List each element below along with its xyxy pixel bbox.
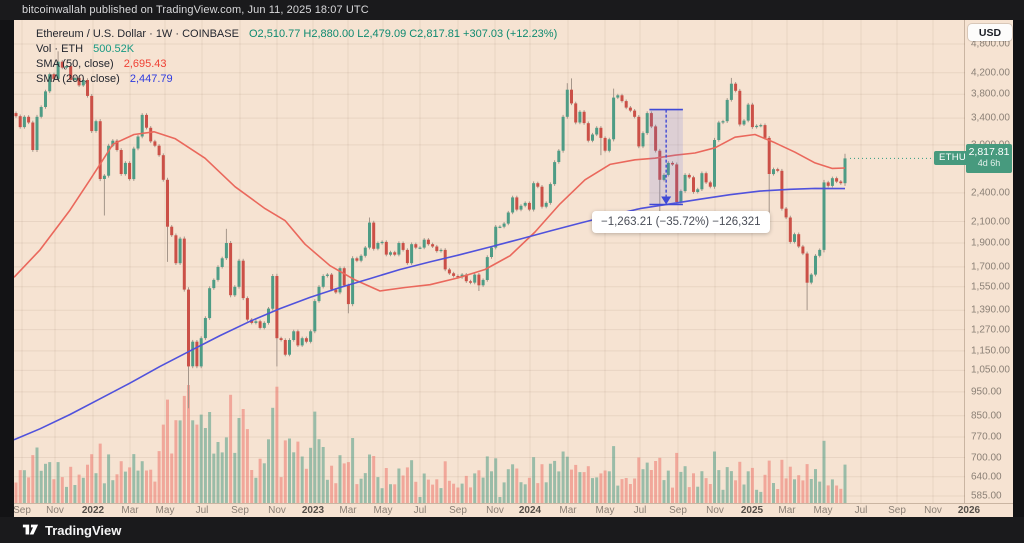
price-tick: 1,900.00 — [971, 237, 1010, 249]
volume-value: 500.52K — [93, 43, 135, 55]
publish-info-text: bitcoinwallah published on TradingView.c… — [22, 4, 369, 16]
legend-volume-row[interactable]: Vol · ETH 500.52K — [36, 42, 557, 57]
chart-panel: Ethereum / U.S. Dollar · 1W · COINBASE O… — [14, 20, 1013, 517]
price-tick: 1,700.00 — [971, 261, 1010, 273]
price-tick: 850.00 — [971, 410, 1002, 422]
volume-label: Vol · ETH — [36, 43, 84, 55]
currency-toggle-button[interactable]: USD — [968, 24, 1012, 41]
time-tick-month: Nov — [46, 505, 64, 516]
time-tick-month: Sep — [449, 505, 467, 516]
price-axis[interactable]: 4,800.004,200.003,800.003,400.003,000.00… — [965, 20, 1013, 503]
time-tick-month: Sep — [14, 505, 31, 516]
tradingview-logo-icon[interactable] — [22, 523, 39, 537]
current-price-label[interactable]: 2,817.81 4d 6h — [966, 144, 1012, 173]
right-border — [1013, 20, 1024, 517]
sma200-label: SMA (200, close) — [36, 73, 120, 85]
current-price-value: 2,817.81 — [968, 146, 1010, 158]
legend-sma50-row[interactable]: SMA (50, close) 2,695.43 — [36, 57, 557, 72]
price-tick: 640.00 — [971, 471, 1002, 483]
time-tick-month: May — [155, 505, 175, 516]
chart-plot-area[interactable] — [14, 20, 965, 503]
time-tick-month: Jul — [195, 505, 209, 516]
price-tick: 1,390.00 — [971, 304, 1010, 316]
price-tick: 1,150.00 — [971, 345, 1010, 357]
time-axis[interactable]: Sep Nov 2022 Mar May Jul Sep Nov 2023 Mar May Jul Se… — [14, 504, 1013, 517]
time-tick-month: Nov — [268, 505, 286, 516]
price-tick: 700.00 — [971, 452, 1002, 463]
time-tick-year: 2023 — [301, 505, 325, 516]
price-tick: 2,100.00 — [971, 216, 1010, 227]
time-tick-month: Nov — [486, 505, 504, 516]
measurement-tooltip[interactable]: −1,263.21 (−35.72%) −126,321 — [592, 211, 770, 233]
left-border — [0, 20, 14, 517]
tradingview-wordmark[interactable]: TradingView — [45, 522, 122, 538]
time-tick-month: May — [595, 505, 615, 516]
time-tick-year: 2022 — [81, 505, 105, 516]
time-tick-year: 2025 — [740, 505, 764, 516]
price-tick: 585.00 — [971, 490, 1002, 502]
sma50-label: SMA (50, close) — [36, 58, 114, 70]
time-tick-month: Jul — [854, 505, 868, 516]
ohlc-values: O2,510.77 H2,880.00 L2,479.09 C2,817.81 … — [249, 28, 558, 40]
bar-countdown: 4d 6h — [977, 158, 1001, 168]
price-tick: 3,800.00 — [971, 88, 1010, 100]
time-tick-month: Jul — [633, 505, 647, 516]
price-tick: 1,270.00 — [971, 324, 1010, 336]
measurement-overlay — [649, 108, 683, 206]
symbol-title: Ethereum / U.S. Dollar · 1W · COINBASE — [36, 28, 239, 40]
footer-bar: TradingView — [0, 517, 1024, 543]
time-tick-month: Nov — [706, 505, 724, 516]
price-tick: 770.00 — [971, 431, 1002, 443]
price-tick: 3,400.00 — [971, 112, 1010, 124]
sma200-value: 2,447.79 — [129, 73, 173, 85]
legend-symbol-row[interactable]: Ethereum / U.S. Dollar · 1W · COINBASE O… — [36, 27, 557, 42]
price-tick: 1,050.00 — [971, 364, 1010, 376]
time-tick-year: 2024 — [518, 505, 542, 516]
time-tick-month: Sep — [669, 505, 687, 516]
time-tick-month: Mar — [778, 505, 796, 516]
legend: Ethereum / U.S. Dollar · 1W · COINBASE O… — [36, 27, 557, 87]
price-tick: 4,800.00 — [971, 38, 1010, 50]
time-tick-month: Mar — [559, 505, 577, 516]
time-tick-month: Sep — [888, 505, 906, 516]
time-tick-month: Sep — [231, 505, 249, 516]
time-tick-month: Nov — [924, 505, 942, 516]
time-tick-year: 2026 — [957, 505, 981, 516]
price-tick: 1,550.00 — [971, 281, 1010, 293]
publish-info-bar: bitcoinwallah published on TradingView.c… — [0, 0, 1024, 20]
sma50-value: 2,695.43 — [123, 58, 167, 70]
time-tick-month: Jul — [413, 505, 427, 516]
time-tick-month: May — [813, 505, 833, 516]
price-tick: 950.00 — [971, 386, 1002, 398]
time-tick-month: May — [373, 505, 393, 516]
time-tick-month: Mar — [121, 505, 139, 516]
legend-sma200-row[interactable]: SMA (200, close) 2,447.79 — [36, 72, 557, 87]
time-axis-separator — [14, 503, 1013, 504]
time-tick-month: Mar — [339, 505, 357, 516]
price-tick: 2,400.00 — [971, 187, 1010, 199]
price-tick: 4,200.00 — [971, 67, 1010, 79]
candlestick-chart[interactable] — [14, 20, 965, 503]
